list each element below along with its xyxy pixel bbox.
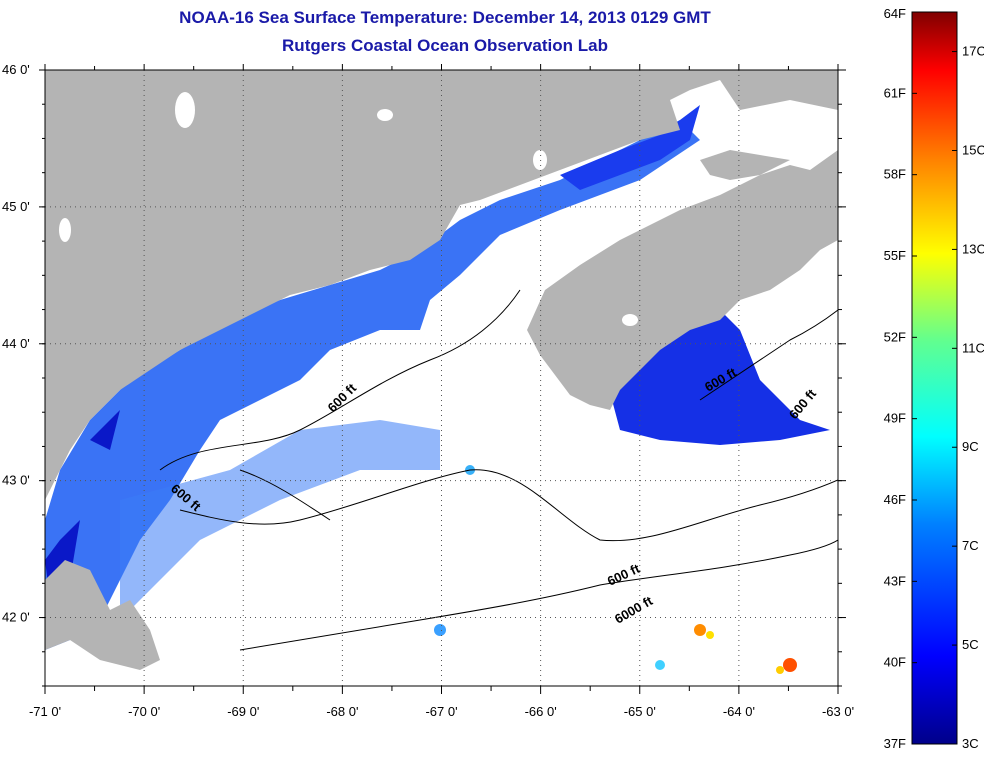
- sst-bay-of-fundy: [560, 105, 700, 190]
- longitude-labels: -71 0' -70 0' -69 0' -68 0' -67 0' -66 0' -65 …: [29, 704, 854, 719]
- latitude-label: 42 0': [2, 610, 30, 625]
- colorbar-f-label: 46F: [884, 492, 906, 507]
- colorbar-f-label: 64F: [884, 6, 906, 21]
- colorbar-c-label: 11C: [962, 340, 984, 355]
- colorbar-c-label: 7C: [962, 538, 979, 553]
- colorbar-f-label: 37F: [884, 736, 906, 751]
- colorbar-c-label: 13C: [962, 241, 984, 256]
- lat-lon-grid: [45, 70, 838, 686]
- longitude-label: -69 0': [227, 704, 259, 719]
- longitude-label: -71 0': [29, 704, 61, 719]
- colorbar-f-label: 52F: [884, 329, 906, 344]
- sst-coastline-cold: [45, 410, 120, 600]
- colorbar: [911, 11, 958, 745]
- colorbar-fahrenheit-labels: 64F 61F 58F 55F 52F 49F 46F 43F 40F 37F: [884, 6, 917, 751]
- axis-ticks: [39, 64, 846, 694]
- colorbar-c-label: 15C: [962, 142, 984, 157]
- land-cape-cod: [45, 560, 160, 670]
- colorbar-c-label: 17C: [962, 44, 984, 59]
- colorbar-celsius-labels: 17C 15C 13C 11C 9C 7C 5C 3C: [952, 44, 984, 751]
- longitude-label: -66 0': [525, 704, 557, 719]
- land-pei: [700, 150, 790, 180]
- map-subtitle: Rutgers Coastal Ocean Observation Lab: [282, 36, 608, 55]
- longitude-label: -70 0': [128, 704, 160, 719]
- inland-lakes: [59, 92, 638, 326]
- colorbar-f-label: 49F: [884, 411, 906, 426]
- sst-offshore-streaks: [120, 420, 440, 620]
- colorbar-c-label: 5C: [962, 637, 979, 652]
- colorbar-f-label: 40F: [884, 655, 906, 670]
- sst-coastal-band: [45, 120, 700, 650]
- colorbar-f-label: 58F: [884, 167, 906, 182]
- latitude-label: 44 0': [2, 336, 30, 351]
- latitude-label: 45 0': [2, 199, 30, 214]
- colorbar-c-label: 9C: [962, 439, 979, 454]
- land-nova-scotia: [527, 150, 838, 410]
- bathymetry-contours: [159, 289, 838, 651]
- colorbar-f-label: 43F: [884, 573, 906, 588]
- colorbar-f-label: 61F: [884, 85, 906, 100]
- longitude-label: -64 0': [723, 704, 755, 719]
- latitude-label: 46 0': [2, 62, 30, 77]
- longitude-label: -63 0': [822, 704, 854, 719]
- colorbar-c-label: 3C: [962, 736, 979, 751]
- land-maine-new-brunswick: [45, 70, 838, 500]
- colorbar-f-label: 55F: [884, 248, 906, 263]
- latitude-labels: 46 0' 45 0' 44 0' 43 0' 42 0': [2, 62, 30, 625]
- sst-warm-patches: [434, 465, 797, 674]
- map-title: NOAA-16 Sea Surface Temperature: Decembe…: [179, 8, 711, 27]
- latitude-label: 43 0': [2, 473, 30, 488]
- longitude-label: -67 0': [425, 704, 457, 719]
- longitude-label: -68 0': [326, 704, 358, 719]
- longitude-label: -65 0': [624, 704, 656, 719]
